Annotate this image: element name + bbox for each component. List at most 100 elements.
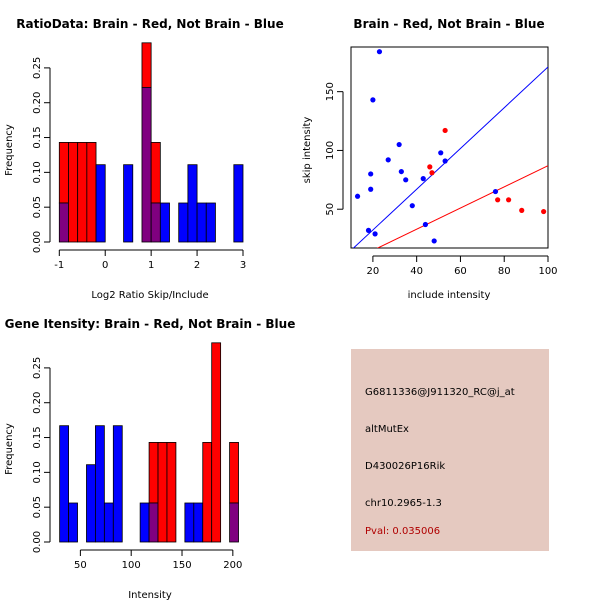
- ratio-hist-bar-brain-2: [77, 142, 88, 243]
- ratio-hist-bar-notbrain-16: [205, 202, 216, 243]
- ratio-hist-x-tick-label-3: 2: [194, 260, 200, 271]
- gene-hist-x-tick-label-3: 200: [223, 560, 242, 571]
- gene-hist-bar-brain-19: [229, 442, 239, 504]
- gene-hist-y-tick-label-5: 0.25: [32, 357, 43, 379]
- gene-hist-y-tick-label-1: 0.05: [32, 496, 43, 518]
- gene-hist-y-tick-label-2: 0.10: [32, 461, 43, 483]
- scatter-point-notbrain-15: [438, 150, 444, 156]
- gene-hist-bar-brain-12: [166, 442, 177, 543]
- ratio-hist-x-tick-label-4: 3: [240, 260, 246, 271]
- gene-hist-y-tick-label-4: 0.20: [32, 392, 43, 414]
- ratio-hist-bar-notbrain-7: [123, 164, 134, 243]
- gene-intensity-title: Gene Itensity: Brain - Red, Not Brain - …: [5, 317, 296, 331]
- gene-hist-bar-notbrain-3: [86, 464, 96, 543]
- gene-hist-bar-notbrain-1: [68, 502, 78, 543]
- ratio-hist-x-tick-label-0: -1: [54, 260, 64, 271]
- scatter-point-notbrain-6: [376, 49, 383, 55]
- scatter-point-notbrain-4: [370, 97, 376, 103]
- probe-id-text: G6811336@J911320_RC@j_at: [365, 387, 515, 398]
- gene-hist-bar-overlap-10: [148, 502, 159, 543]
- scatter-point-brain-2: [442, 127, 448, 134]
- ratio-hist-bar-brain-9: [141, 42, 152, 88]
- gene-intensity-xlabel: Intensity: [128, 590, 172, 600]
- scatter-y-tick-label-1: 100: [325, 141, 336, 160]
- scatter-xlabel: include intensity: [408, 290, 491, 301]
- scatter-fit-line-notbrain: [352, 66, 548, 248]
- ratio-hist-bar-notbrain-13: [178, 202, 189, 243]
- scatter-x-tick-label-0: 20: [367, 266, 380, 277]
- ratio-hist-bar-brain-10: [150, 142, 161, 204]
- gene-hist-bar-notbrain-14: [184, 502, 195, 543]
- pval-text: Pval: 0.035006: [365, 526, 441, 537]
- scatter-point-notbrain-1: [365, 227, 372, 233]
- ratio-hist-x-tick-label-1: 0: [102, 260, 108, 271]
- gene-hist-bar-notbrain-0: [59, 425, 69, 543]
- ratio-hist-y-tick-label-4: 0.20: [32, 92, 43, 114]
- gene-hist-bar-notbrain-9: [139, 502, 150, 543]
- scatter-x-tick-label-3: 80: [498, 266, 511, 277]
- scatter-y-tick-label-0: 50: [325, 203, 336, 216]
- scatter-x-tick-label-2: 60: [454, 266, 467, 277]
- gene-hist-bar-overlap-19: [229, 502, 239, 543]
- ratio-histogram-panel: RatioData: Brain - Red, Not Brain - Blue…: [4, 17, 284, 301]
- ratio-hist-y-tick-label-1: 0.05: [32, 196, 43, 218]
- scatter-point-notbrain-8: [396, 141, 402, 148]
- event-type-text: altMutEx: [365, 424, 409, 435]
- scatter-point-notbrain-17: [492, 188, 499, 195]
- gene-hist-bar-notbrain-5: [103, 502, 114, 543]
- gene-hist-bar-notbrain-6: [112, 425, 123, 543]
- ratio-histogram-xlabel: Log2 Ratio Skip/Include: [91, 290, 208, 301]
- ratio-hist-bar-brain-1: [68, 142, 79, 243]
- gene-name-text: D430026P16Rik: [365, 461, 446, 472]
- scatter-plot-box: [350, 46, 549, 249]
- gene-hist-x-tick-label-2: 150: [172, 560, 191, 571]
- scatter-point-notbrain-12: [420, 176, 426, 182]
- gene-hist-x-tick-label-1: 100: [122, 560, 141, 571]
- gene-hist-bar-notbrain-15: [193, 502, 204, 543]
- gene-intensity-histogram-panel: Gene Itensity: Brain - Red, Not Brain - …: [4, 317, 296, 601]
- scatter-point-brain-3: [495, 197, 501, 203]
- probe-info-panel: G6811336@J911320_RC@j_at altMutEx D43002…: [351, 349, 549, 551]
- scatter-point-notbrain-2: [368, 186, 374, 192]
- ratio-hist-bar-brain-0: [58, 142, 69, 204]
- ratio-hist-bar-notbrain-14: [187, 164, 198, 243]
- scatter-point-notbrain-7: [385, 157, 391, 163]
- gene-hist-x-tick-label-0: 50: [74, 560, 87, 571]
- gene-intensity-ylabel: Frequency: [4, 423, 15, 475]
- ratio-hist-x-tick-label-2: 1: [148, 260, 154, 271]
- scatter-point-brain-6: [541, 208, 547, 215]
- gene-hist-bar-notbrain-4: [95, 425, 105, 543]
- scatter-point-brain-0: [427, 164, 433, 170]
- scatter-point-brain-5: [519, 207, 525, 213]
- ratio-hist-bar-brain-3: [86, 142, 97, 243]
- scatter-point-notbrain-9: [398, 168, 404, 175]
- ratio-histogram-ylabel: Frequency: [4, 124, 15, 176]
- ratio-hist-bar-notbrain-19: [233, 164, 244, 243]
- ratio-hist-bar-overlap-0: [58, 202, 69, 243]
- ratio-hist-bar-overlap-9: [141, 86, 152, 243]
- gene-hist-bar-brain-17: [211, 342, 222, 543]
- scatter-point-notbrain-0: [354, 193, 361, 199]
- ratio-hist-bar-overlap-10: [150, 202, 161, 243]
- ratio-hist-y-tick-label-0: 0.00: [32, 231, 43, 253]
- ratio-histogram-title: RatioData: Brain - Red, Not Brain - Blue: [16, 17, 283, 31]
- ratio-hist-bar-notbrain-11: [159, 202, 170, 243]
- ratio-hist-y-tick-label-2: 0.10: [32, 161, 43, 183]
- scatter-x-tick-label-4: 100: [538, 266, 557, 277]
- scatter-point-brain-4: [506, 197, 512, 203]
- scatter-point-notbrain-3: [368, 171, 374, 177]
- scatter-ylabel: skip intensity: [302, 117, 313, 184]
- gene-hist-y-tick-label-3: 0.15: [32, 426, 43, 448]
- scatter-x-tick-label-1: 40: [410, 266, 423, 277]
- scatter-y-tick-label-2: 150: [325, 82, 336, 101]
- scatter-point-notbrain-13: [422, 221, 429, 228]
- gene-hist-y-tick-label-0: 0.00: [32, 531, 43, 553]
- gene-hist-bar-brain-10: [148, 442, 159, 504]
- ratio-hist-y-tick-label-5: 0.25: [32, 57, 43, 79]
- ratio-hist-bar-notbrain-15: [196, 202, 207, 243]
- location-text: chr10.2965-1.3: [365, 498, 442, 509]
- scatter-point-brain-1: [429, 170, 435, 176]
- scatter-point-notbrain-5: [372, 231, 378, 237]
